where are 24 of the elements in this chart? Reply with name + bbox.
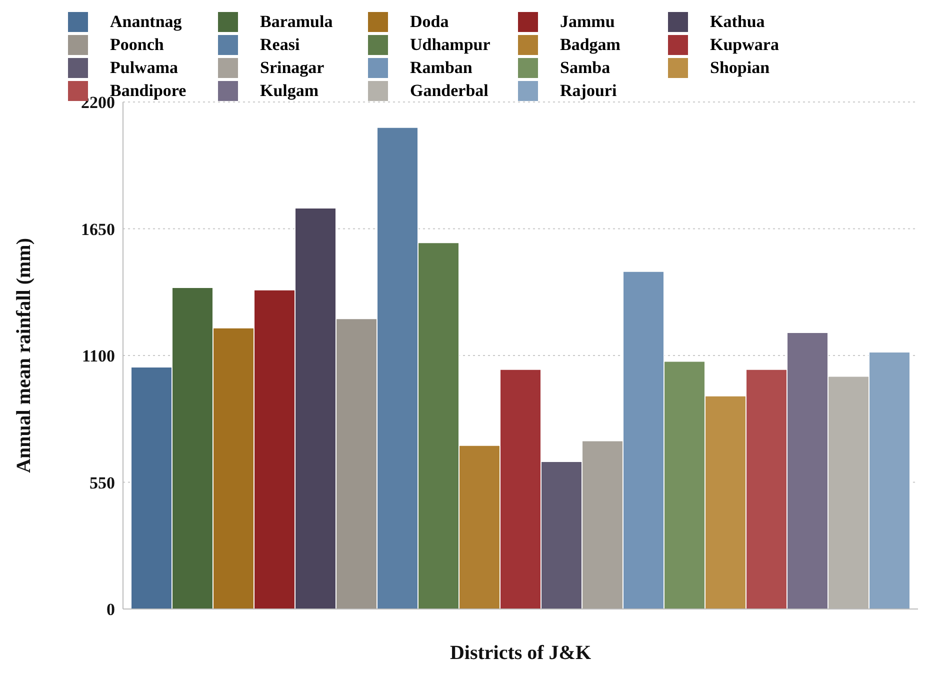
legend-label: Poonch — [110, 34, 164, 54]
legend-label: Samba — [560, 58, 610, 78]
legend-label: Jammu — [560, 12, 615, 32]
legend-label: Doda — [410, 12, 449, 32]
y-tick-label: 1100 — [82, 346, 115, 366]
legend-label: Badgam — [560, 34, 620, 54]
y-axis-title: Annual mean rainfall (mm) — [13, 238, 36, 473]
y-tick-label: 550 — [90, 473, 115, 492]
legend-label: Kathua — [710, 12, 765, 32]
legend-label: Pulwama — [110, 58, 178, 78]
legend-label: Rajouri — [560, 80, 617, 100]
y-tick-label: 0 — [106, 600, 115, 620]
legend-label: Udhampur — [410, 34, 490, 54]
x-axis-title: Districts of J&K — [450, 642, 592, 664]
y-tick-label: 1650 — [81, 220, 115, 239]
legend-label: Anantnag — [110, 12, 182, 32]
legend-label: Kupwara — [710, 34, 779, 54]
legend-label: Reasi — [260, 34, 300, 54]
legend-label: Ramban — [410, 58, 472, 78]
legend-label: Ganderbal — [410, 80, 488, 100]
legend-label: Baramula — [260, 12, 333, 32]
legend-label: Srinagar — [260, 58, 324, 78]
legend-label: Kulgam — [260, 80, 319, 100]
legend-label: Shopian — [710, 58, 770, 78]
